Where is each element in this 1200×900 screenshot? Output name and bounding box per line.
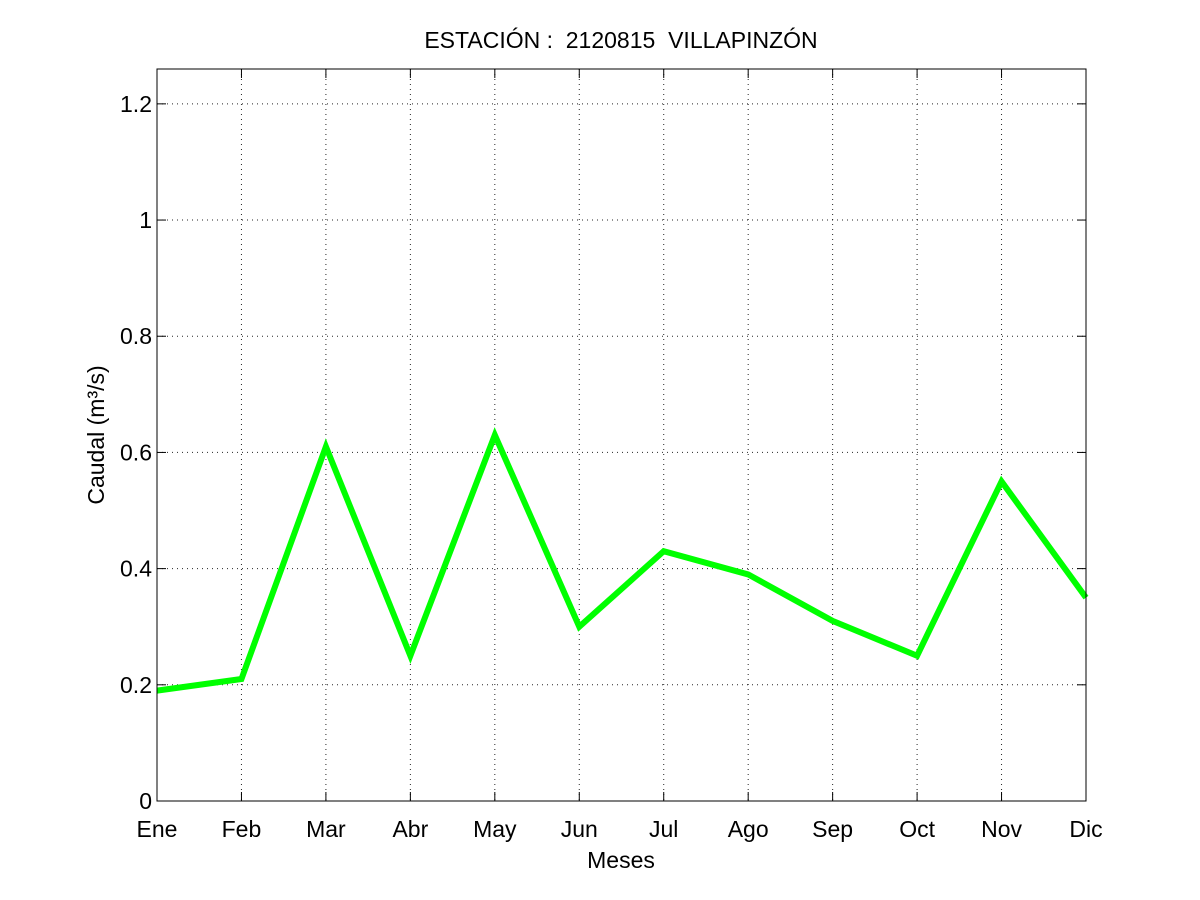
label-layer: Ene Feb Mar Abr May Jun Jul Ago Sep Oct Nov Dic 0 0.2… bbox=[120, 91, 1103, 842]
y-tick-label: 0 bbox=[139, 788, 152, 814]
y-tick-label: 0.6 bbox=[120, 439, 152, 465]
chart-title: ESTACIÓN : 2120815 VILLAPINZÓN bbox=[424, 27, 817, 53]
y-tick-label: 0.2 bbox=[120, 672, 152, 698]
x-tick-label: May bbox=[473, 816, 517, 842]
x-tick-label: Oct bbox=[899, 816, 935, 842]
series-layer bbox=[156, 427, 1089, 694]
y-tick-label: 1.2 bbox=[120, 91, 152, 117]
grid-layer bbox=[157, 69, 1086, 801]
x-tick-label: Abr bbox=[392, 816, 428, 842]
x-tick-label: Dic bbox=[1069, 816, 1102, 842]
series-line-0 bbox=[156, 427, 1089, 694]
x-tick-label: Ene bbox=[137, 816, 178, 842]
x-tick-label: Nov bbox=[981, 816, 1022, 842]
x-tick-label: Jul bbox=[649, 816, 678, 842]
x-axis-title: Meses bbox=[587, 847, 655, 873]
x-tick-label: Sep bbox=[812, 816, 853, 842]
y-tick-label: 1 bbox=[139, 207, 152, 233]
x-tick-label: Mar bbox=[306, 816, 346, 842]
y-tick-label: 0.8 bbox=[120, 323, 152, 349]
tick-layer bbox=[156, 69, 1087, 802]
plot-area-frame bbox=[156, 68, 1087, 802]
x-tick-label: Jun bbox=[561, 816, 598, 842]
y-axis-title: Caudal (m³/s) bbox=[83, 365, 109, 504]
y-tick-label: 0.4 bbox=[120, 556, 152, 582]
x-tick-label: Feb bbox=[222, 816, 262, 842]
x-tick-label: Ago bbox=[728, 816, 769, 842]
